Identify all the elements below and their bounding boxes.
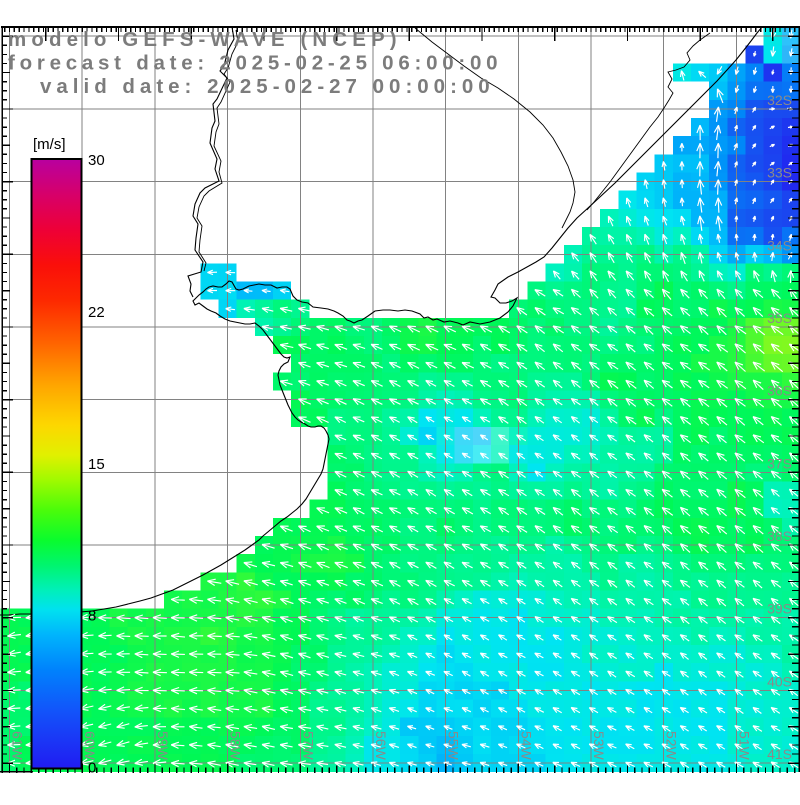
svg-text:33S: 33S xyxy=(767,165,792,181)
svg-text:59W: 59W xyxy=(155,731,171,761)
svg-text:56W: 56W xyxy=(373,731,389,761)
svg-text:34S: 34S xyxy=(767,237,792,253)
svg-text:32S: 32S xyxy=(767,92,792,108)
svg-text:57W: 57W xyxy=(300,731,316,761)
svg-text:55W: 55W xyxy=(446,731,462,761)
svg-text:valid date: 2025-02-27 00:00:0: valid date: 2025-02-27 00:00:00 xyxy=(40,75,495,98)
svg-text:35S: 35S xyxy=(767,310,792,326)
svg-text:40S: 40S xyxy=(767,673,792,689)
svg-text:[m/s]: [m/s] xyxy=(33,136,66,153)
svg-text:forecast date: 2025-02-25 06:0: forecast date: 2025-02-25 06:00:00 xyxy=(8,52,502,75)
svg-text:22: 22 xyxy=(88,304,105,321)
svg-text:41S: 41S xyxy=(767,746,792,762)
svg-text:38S: 38S xyxy=(767,528,792,544)
svg-text:51W: 51W xyxy=(736,731,752,761)
svg-text:modelo GEFS-WAVE (NCEP): modelo GEFS-WAVE (NCEP) xyxy=(8,28,402,51)
svg-text:8: 8 xyxy=(88,608,96,625)
svg-text:58W: 58W xyxy=(228,731,244,761)
svg-text:0: 0 xyxy=(88,760,96,777)
svg-text:61W: 61W xyxy=(10,731,26,761)
svg-text:60W: 60W xyxy=(82,731,98,761)
svg-text:30: 30 xyxy=(88,152,105,169)
svg-text:36S: 36S xyxy=(767,383,792,399)
svg-text:52W: 52W xyxy=(664,731,680,761)
svg-text:15: 15 xyxy=(88,456,105,473)
svg-text:37S: 37S xyxy=(767,455,792,471)
svg-text:53W: 53W xyxy=(591,731,607,761)
svg-text:54W: 54W xyxy=(518,731,534,761)
svg-text:39S: 39S xyxy=(767,601,792,617)
